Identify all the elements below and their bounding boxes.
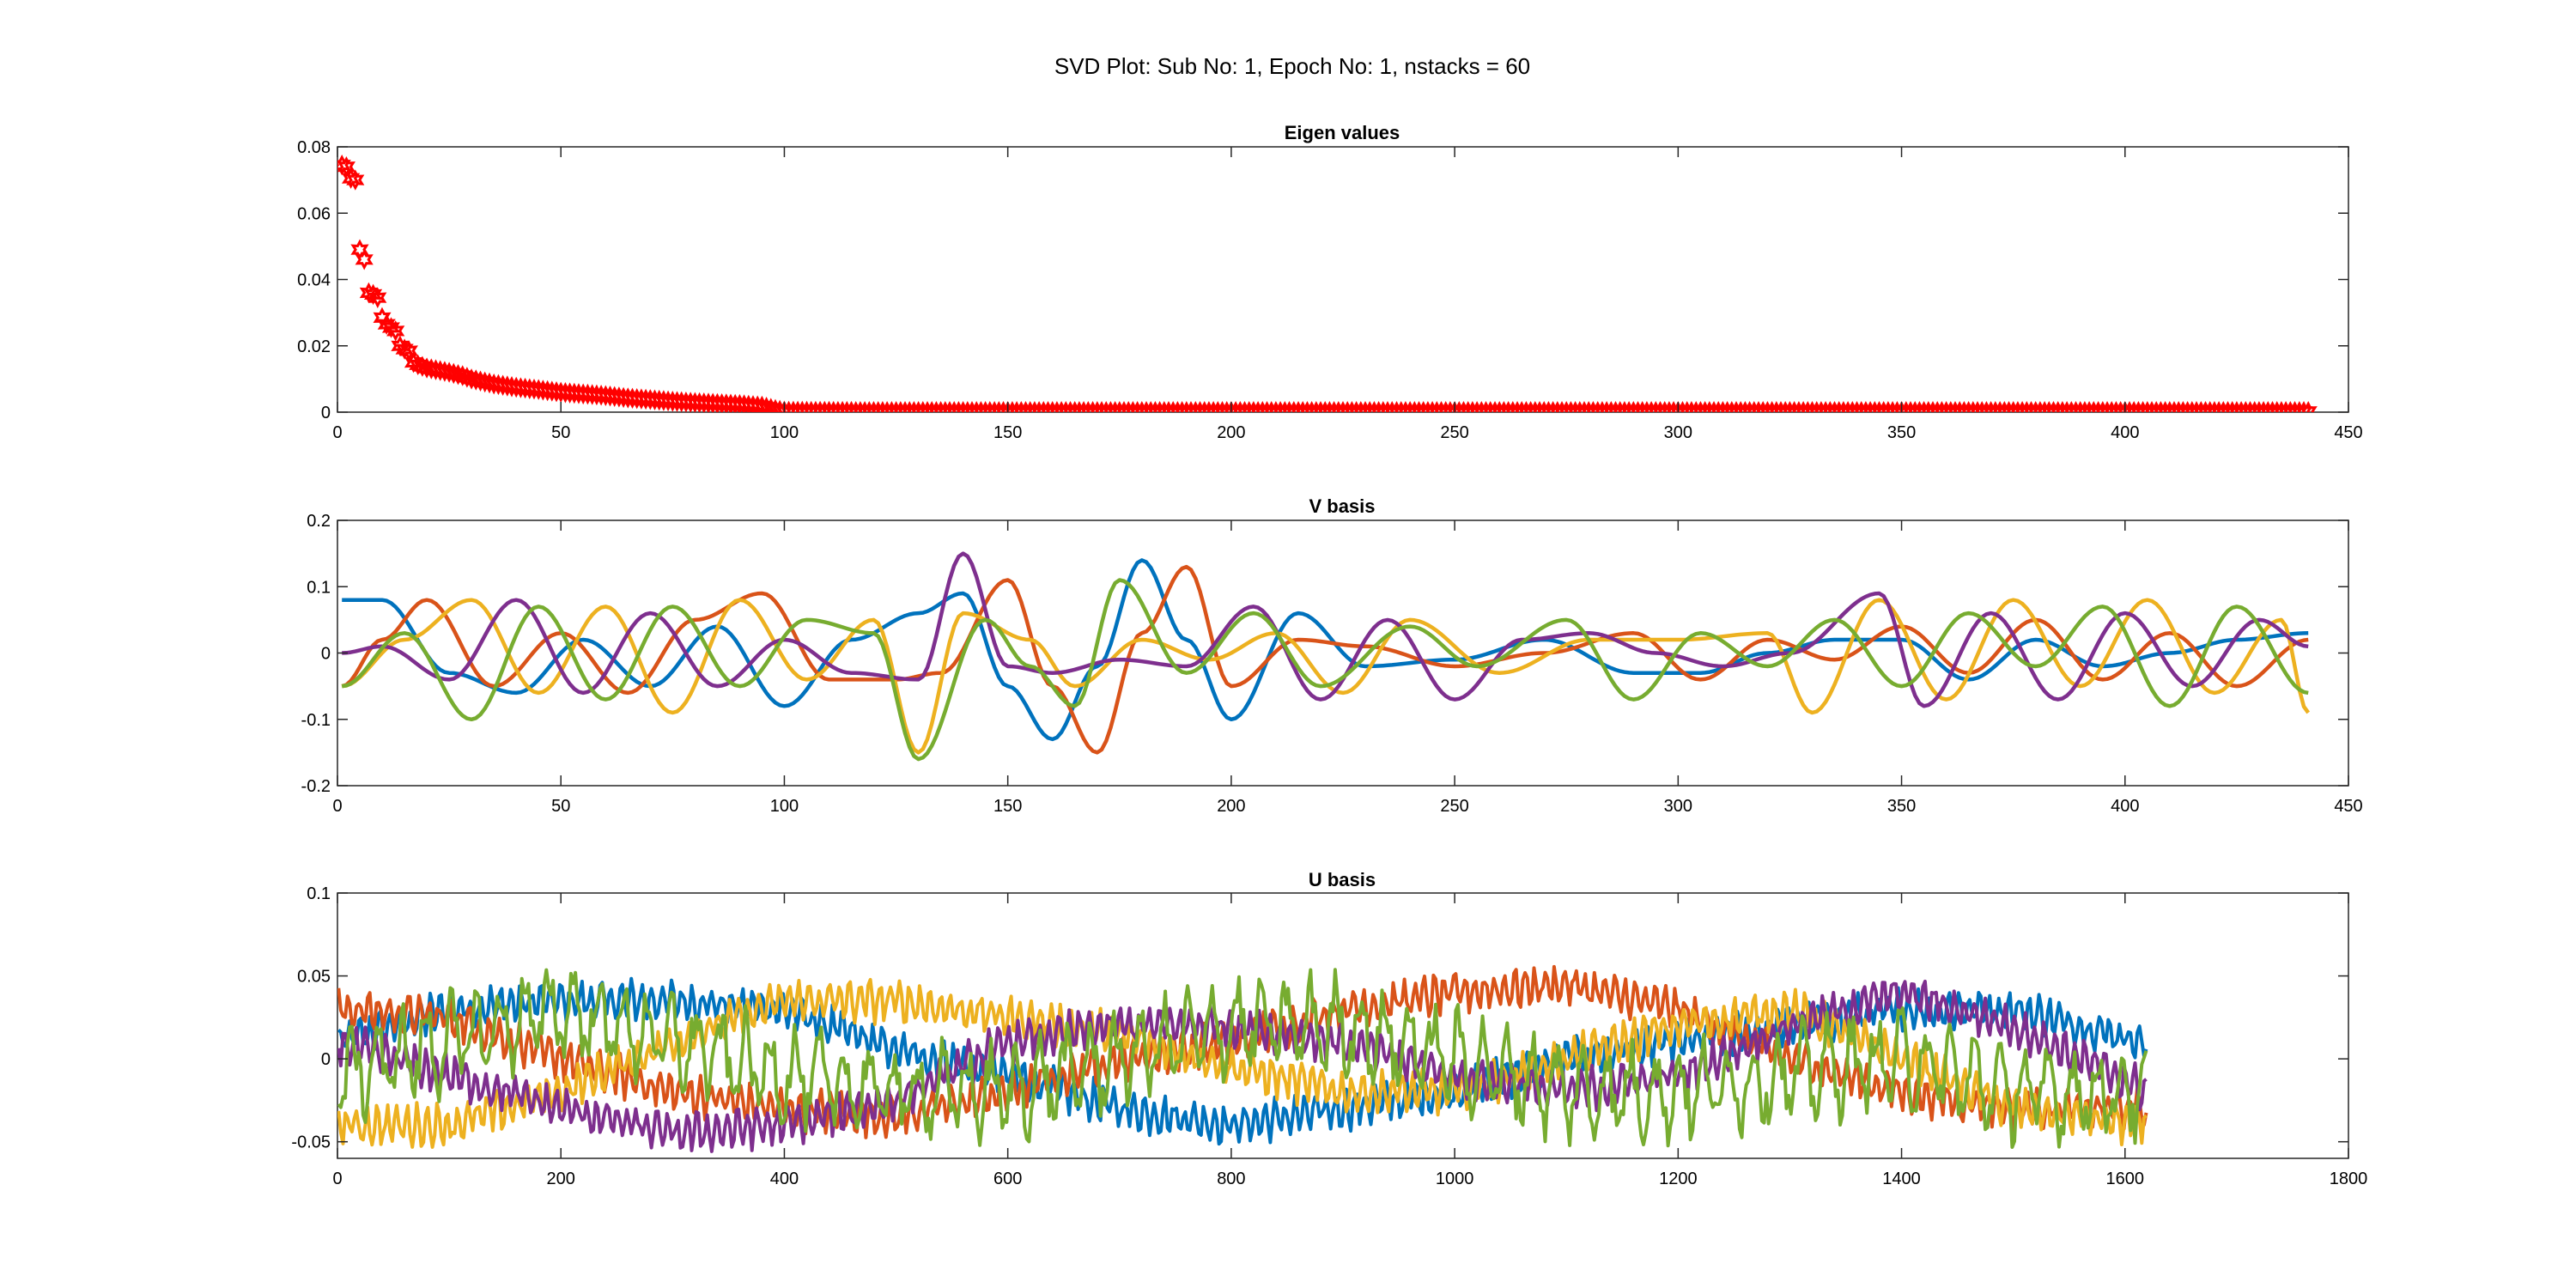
v-basis-axes: V basis 0 50 100 150 200 250 300 350 400 450 -0.2 -… xyxy=(301,495,2363,816)
plot-marks xyxy=(337,964,2148,1153)
x-tick-label: 150 xyxy=(993,797,1022,816)
x-tick-label: 0 xyxy=(332,797,342,816)
y-tick-label: -0.1 xyxy=(301,711,331,730)
x-tick-label: 800 xyxy=(1217,1170,1245,1188)
x-tick-label: 250 xyxy=(1440,797,1468,816)
x-tick-label: 450 xyxy=(2334,423,2362,442)
y-tick-label: 0.1 xyxy=(307,578,331,597)
x-tick-label: 0 xyxy=(332,423,342,442)
x-tick-label: 1400 xyxy=(1882,1170,1921,1188)
x-tick-label: 400 xyxy=(2111,423,2139,442)
y-tick-label: 0.02 xyxy=(297,337,331,356)
plot-area xyxy=(337,146,2349,413)
x-tick-label: 450 xyxy=(2334,797,2362,816)
x-tick-label: 1600 xyxy=(2106,1170,2145,1188)
x-tick-label: 200 xyxy=(1217,797,1245,816)
y-tick-label: 0.04 xyxy=(297,271,331,290)
x-tick-label: 300 xyxy=(1664,797,1692,816)
x-tick-label: 350 xyxy=(1887,423,1916,442)
x-tick-label: 0 xyxy=(332,1170,342,1188)
v-basis-line-2 xyxy=(341,564,2309,755)
u-basis-axes: U basis 0 200 400 600 800 1000 1200 1400 1600 180… xyxy=(291,869,2367,1188)
y-tick-label: 0.2 xyxy=(307,512,331,531)
plot-marks xyxy=(341,551,2311,762)
x-tick-label: 250 xyxy=(1440,423,1468,442)
y-tick-label: -0.2 xyxy=(301,777,331,796)
x-tick-label: 200 xyxy=(547,1170,575,1188)
u-basis-line-5 xyxy=(337,968,2148,1149)
eigen-value-point xyxy=(2299,400,2318,412)
x-tick-label: 400 xyxy=(2111,797,2139,816)
x-tick-label: 50 xyxy=(551,797,570,816)
u-basis-title: U basis xyxy=(1309,869,1376,890)
x-tick-label: 100 xyxy=(770,423,799,442)
v-basis-line-3 xyxy=(341,598,2311,755)
eigen-value-point xyxy=(368,287,387,308)
eigen-value-point xyxy=(386,320,405,342)
x-tick-label: 300 xyxy=(1664,423,1692,442)
y-tick-label: 0.06 xyxy=(297,204,331,223)
x-tick-label: 1800 xyxy=(2330,1170,2368,1188)
v-basis-title: V basis xyxy=(1309,495,1375,517)
eigen-values-axes: Eigen values 0 50 100 150 200 250 300 350 400 450… xyxy=(297,122,2363,442)
eigen-value-point xyxy=(346,169,365,191)
x-tick-label: 100 xyxy=(770,797,799,816)
x-tick-label: 200 xyxy=(1217,423,1245,442)
y-tick-label: 0.05 xyxy=(297,968,331,987)
x-tick-label: 150 xyxy=(993,423,1022,442)
x-tick-label: 1000 xyxy=(1436,1170,1474,1188)
plot-marks xyxy=(337,154,2318,412)
x-tick-label: 1200 xyxy=(1659,1170,1698,1188)
v-basis-line-1 xyxy=(342,558,2309,742)
v-basis-line-5 xyxy=(341,578,2309,762)
eigen-values-title: Eigen values xyxy=(1285,122,1400,143)
x-tick-label: 50 xyxy=(551,423,570,442)
x-tick-label: 400 xyxy=(770,1170,799,1188)
y-tick-label: 0.08 xyxy=(297,138,331,157)
y-tick-label: 0 xyxy=(321,645,331,664)
y-tick-label: 0 xyxy=(321,1050,331,1069)
eigen-value-point xyxy=(355,249,374,270)
x-tick-label: 350 xyxy=(1887,797,1916,816)
u-basis-line-4 xyxy=(337,979,2148,1153)
y-tick-label: 0.1 xyxy=(307,884,331,903)
x-tick-label: 600 xyxy=(993,1170,1022,1188)
figure-title: SVD Plot: Sub No: 1, Epoch No: 1, nstack… xyxy=(1054,53,1530,79)
y-tick-label: -0.05 xyxy=(291,1133,331,1152)
y-tick-label: 0 xyxy=(321,404,331,422)
